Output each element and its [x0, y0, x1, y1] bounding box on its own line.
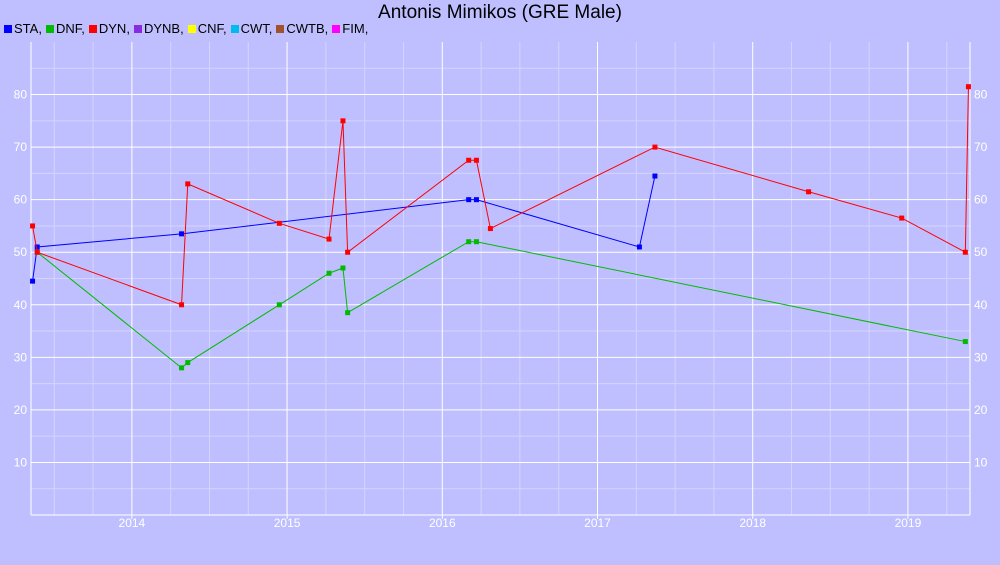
- y-tick-label-left: 20: [14, 403, 28, 417]
- data-point-dyn: [473, 157, 479, 163]
- series-line-sta: [32, 175, 656, 282]
- axes: [30, 42, 971, 519]
- series-sta: [30, 173, 658, 284]
- legend-label: DYNB: [143, 21, 181, 36]
- data-point-sta: [179, 231, 185, 237]
- legend-label: DNF: [55, 21, 82, 36]
- data-point-dnf: [185, 360, 191, 366]
- legend-separator: ,: [180, 21, 184, 36]
- data-point-dnf: [473, 239, 479, 245]
- series-layer: [30, 84, 971, 371]
- data-point-sta: [34, 244, 40, 250]
- data-point-dyn: [276, 220, 282, 226]
- legend-label: DYN: [98, 21, 127, 36]
- x-tick-label: 2019: [895, 516, 922, 530]
- data-point-dyn: [899, 215, 905, 221]
- x-tick-label: 2017: [584, 516, 611, 530]
- data-point-dnf: [466, 239, 472, 245]
- x-tick-label: 2016: [429, 516, 456, 530]
- y-tick-label-right: 80: [974, 88, 988, 102]
- legend-item-dyn: DYN,: [88, 21, 130, 36]
- x-tick-label: 2015: [274, 516, 301, 530]
- y-tick-label-left: 40: [14, 298, 28, 312]
- legend-label: STA: [14, 21, 39, 36]
- y-tick-label-right: 70: [974, 140, 988, 154]
- legend-label: CWTB: [286, 21, 325, 36]
- data-point-dyn: [345, 249, 351, 255]
- data-point-dyn: [652, 144, 658, 150]
- data-point-dnf: [340, 265, 346, 271]
- legend-swatch: [332, 25, 341, 33]
- x-tick-label: 2014: [119, 516, 146, 530]
- legend-swatch: [133, 25, 142, 33]
- y-tick-label-right: 50: [974, 245, 988, 259]
- data-point-sta: [636, 244, 642, 250]
- legend-separator: ,: [364, 21, 369, 36]
- data-point-dnf: [276, 302, 282, 308]
- legend-swatch: [276, 25, 285, 33]
- legend-swatch: [45, 25, 54, 33]
- legend-swatch: [88, 25, 97, 33]
- data-point-dyn: [185, 181, 191, 187]
- data-point-dyn: [30, 223, 36, 229]
- y-tick-label-left: 10: [14, 455, 28, 469]
- legend-swatch: [187, 25, 196, 33]
- legend-separator: ,: [38, 21, 42, 36]
- y-tick-label-right: 20: [974, 403, 988, 417]
- legend-item-dynb: DYNB,: [133, 21, 184, 36]
- legend-separator: ,: [324, 21, 329, 36]
- legend-label: CWT: [240, 21, 269, 36]
- data-point-dyn: [962, 249, 968, 255]
- data-point-sta: [30, 278, 36, 284]
- x-tick-label: 2018: [739, 516, 766, 530]
- series-dyn: [30, 84, 971, 308]
- legend-separator: ,: [126, 21, 130, 36]
- y-tick-label-right: 10: [974, 455, 988, 469]
- data-point-dyn: [806, 189, 812, 195]
- series-line-dnf: [36, 241, 966, 369]
- y-tick-label-right: 60: [974, 193, 988, 207]
- chart-title: Antonis Mimikos (GRE Male): [378, 2, 622, 23]
- y-tick-label-left: 50: [14, 245, 28, 259]
- data-point-sta: [652, 173, 658, 179]
- data-point-sta: [473, 197, 479, 203]
- legend-label: FIM: [342, 21, 365, 36]
- y-tick-label-left: 70: [14, 140, 28, 154]
- legend-item-dnf: DNF,: [45, 21, 85, 36]
- legend-item-cnf: CNF,: [187, 21, 227, 36]
- legend-item-sta: STA,: [4, 21, 42, 36]
- data-point-dyn: [466, 157, 472, 163]
- data-point-dyn: [34, 249, 40, 255]
- grid: [31, 42, 970, 515]
- data-point-dyn: [340, 118, 346, 124]
- y-tick-label-left: 30: [14, 350, 28, 364]
- data-point-dyn: [326, 236, 332, 242]
- data-point-dnf: [345, 310, 351, 316]
- data-point-dnf: [179, 365, 185, 371]
- legend-label: CNF: [197, 21, 223, 36]
- y-tick-label-left: 80: [14, 88, 28, 102]
- series-line-dyn: [32, 86, 969, 306]
- legend: STA, DNF, DYN, DYNB, CNF, CWT, CWTB, FIM,: [4, 21, 372, 36]
- data-point-dnf: [326, 270, 332, 276]
- y-tick-label-right: 40: [974, 298, 988, 312]
- tick-labels: 2014 2015 2016 2017 2018 2019 10 10 20 20 30 30 40 40…: [14, 88, 988, 530]
- data-point-sta: [466, 197, 472, 203]
- y-tick-label-left: 60: [14, 193, 28, 207]
- legend-item-cwtb: CWTB,: [276, 21, 328, 36]
- legend-swatch: [4, 25, 12, 33]
- legend-item-cwt: CWT,: [230, 21, 273, 36]
- data-point-dyn: [965, 84, 971, 90]
- legend-swatch: [230, 25, 239, 33]
- data-point-dyn: [487, 226, 493, 232]
- legend-separator: ,: [268, 21, 273, 36]
- data-point-dnf: [962, 339, 968, 345]
- data-point-dyn: [179, 302, 185, 308]
- legend-separator: ,: [222, 21, 227, 36]
- legend-separator: ,: [81, 21, 85, 36]
- legend-item-fim: FIM,: [332, 21, 368, 36]
- y-tick-label-right: 30: [974, 350, 988, 364]
